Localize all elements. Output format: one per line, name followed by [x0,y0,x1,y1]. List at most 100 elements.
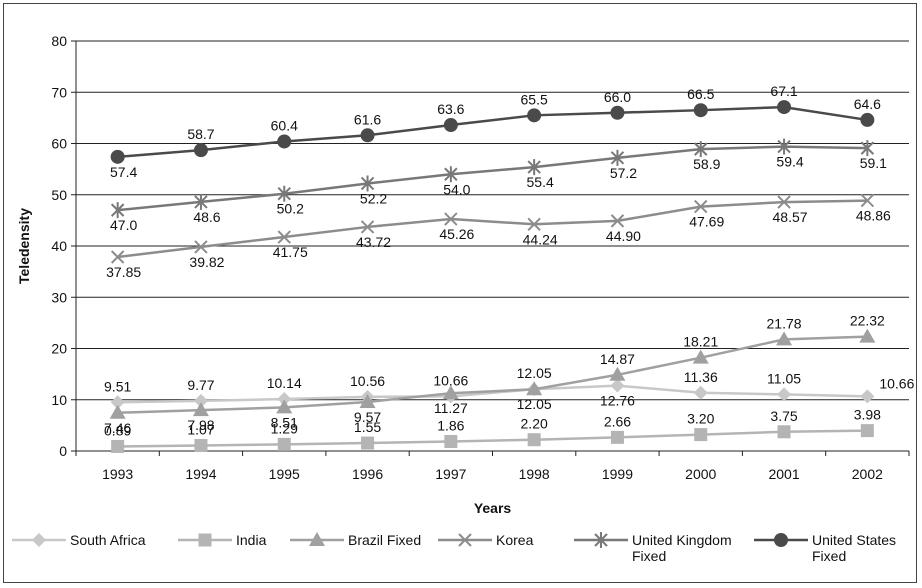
legend-label: Brazil Fixed [348,532,421,548]
y-tick-label: 10 [51,392,67,408]
legend-label: United Kingdom [632,532,732,548]
data-label: 41.75 [273,244,308,260]
x-marker-stroke [194,240,208,254]
x-marker [360,220,375,234]
data-label: 47.69 [689,214,724,230]
data-label: 59.1 [860,155,887,171]
data-label: 48.57 [773,209,808,225]
legend-item: Brazil Fixed [290,532,421,548]
y-axis-title: Teledensity [16,208,32,284]
series-line [117,145,868,212]
star-marker [444,166,458,183]
data-label: 14.87 [600,351,635,367]
x-tick-label: 1993 [102,466,133,482]
data-label: 8.51 [271,414,298,430]
data-label: 1.29 [271,420,298,436]
x-axis: 1993 1994 1995 1996 1997 1998 1999 2000 2001 2002 [75,41,910,482]
circle-marker [774,533,788,547]
y-tick-label: 20 [51,341,67,357]
data-label: 7.46 [104,420,131,436]
triangle-marker [309,532,325,546]
square-marker [777,425,791,439]
legend-label: Fixed [632,548,666,564]
x-tick-label: 2000 [685,466,716,482]
star-marker [194,193,208,210]
data-label: 9.51 [104,378,131,394]
square-marker [361,436,375,450]
data-label: 39.82 [189,254,224,270]
series-line [117,384,868,404]
data-label: 50.2 [277,201,304,217]
x-tick-label: 2001 [768,466,799,482]
data-label: 44.90 [606,228,641,244]
x-marker [860,193,875,208]
data-label: 11.05 [767,370,801,386]
series-india [111,424,874,453]
triangle-marker [276,399,293,414]
square-marker [527,433,541,447]
x-tick-label: 1995 [269,466,300,482]
triangle-marker [192,402,209,417]
diamond-marker [193,393,208,408]
triangle-marker [442,385,459,400]
circle-marker [110,149,125,164]
data-label: 10.66 [879,375,914,391]
data-label: 2.66 [604,413,631,429]
series-south-africa [110,378,875,410]
data-label: 12.76 [600,393,635,409]
x-tick-label: 2002 [852,466,883,482]
series-line [117,335,868,415]
circle-marker [693,103,708,118]
star-marker [110,202,125,219]
star-marker [277,185,291,202]
data-label: 0.89 [104,422,131,438]
circle-marker [443,118,458,133]
data-label: 44.24 [523,231,558,247]
diamond-marker [860,389,875,404]
x-marker [694,199,708,214]
data-label: 7.98 [187,417,214,433]
square-marker [610,430,624,444]
diamond-marker [110,395,125,410]
legend-label: South Africa [70,532,146,548]
y-tick-label: 80 [51,33,67,49]
data-label: 57.2 [610,165,637,181]
y-tick-label: 0 [59,443,67,459]
data-label: 65.5 [521,91,548,107]
series-united-kingdom-fixed [110,138,875,219]
x-marker [527,217,541,231]
data-label: 10.66 [433,372,468,388]
square-marker [277,437,291,451]
data-label: 21.78 [767,315,802,331]
data-label: 59.4 [776,154,803,170]
data-label: 61.6 [354,111,381,127]
circle-marker [777,100,792,115]
legend-label: Korea [496,532,534,548]
x-marker [777,195,791,209]
circle-marker [527,108,542,123]
series-line [117,105,868,159]
star-marker [610,149,625,166]
x-marker [458,533,472,547]
data-label: 12.05 [517,396,552,412]
triangle-marker [859,328,876,343]
data-label: 11.27 [434,400,468,416]
data-label: 67.1 [770,83,797,99]
x-marker-stroke [610,214,625,228]
y-tick-label: 50 [51,187,67,203]
legend-label: Fixed [812,548,846,564]
data-label: 9.77 [187,377,214,393]
x-marker-stroke [360,220,375,234]
circle-marker [860,112,875,127]
x-marker-stroke [444,212,458,226]
star-marker [360,175,375,192]
legend-item: South Africa [12,532,146,548]
data-label: 43.72 [356,234,391,250]
triangle-marker [109,404,126,419]
triangle-marker [692,349,709,364]
data-label: 63.6 [437,101,464,117]
data-label: 2.20 [521,416,548,432]
data-label: 10.14 [267,375,302,391]
